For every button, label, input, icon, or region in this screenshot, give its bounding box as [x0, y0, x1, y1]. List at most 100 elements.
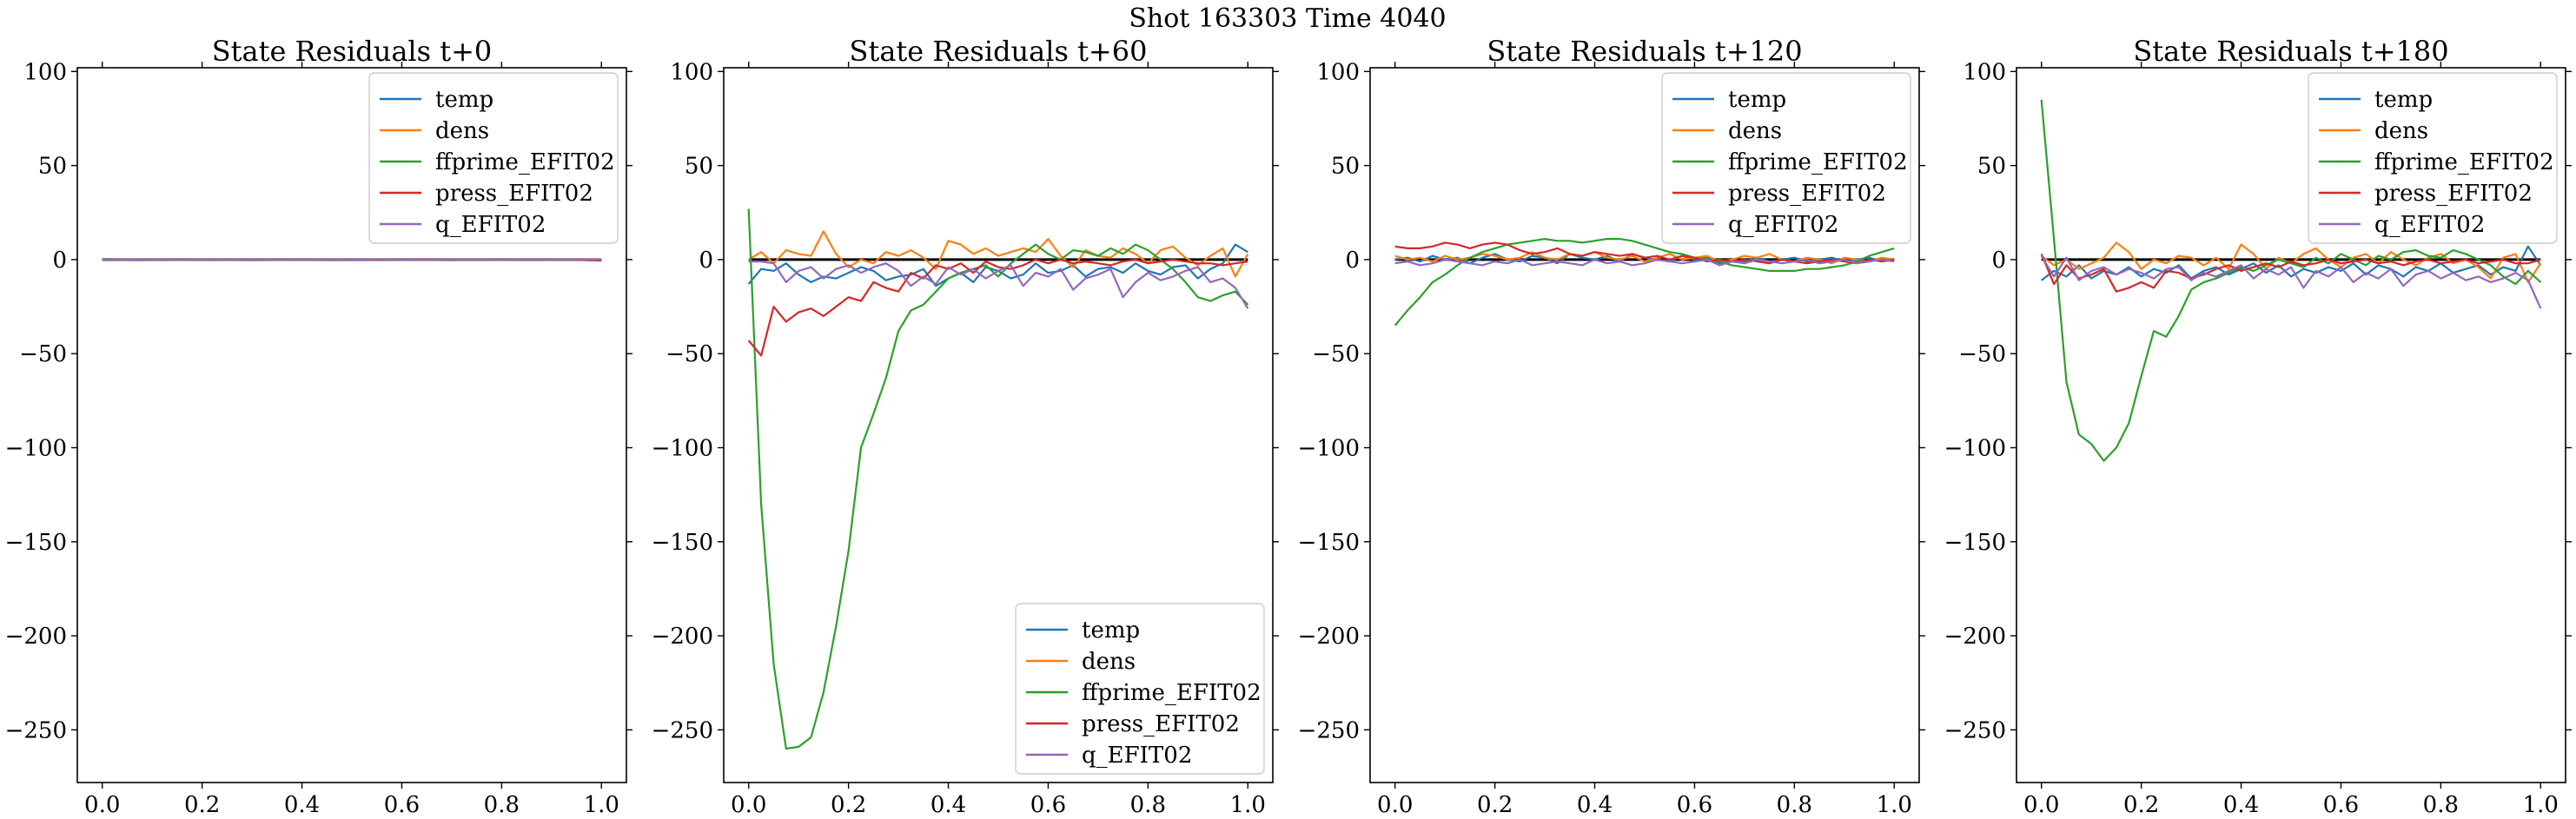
chart-panel-4: State Residuals t+180 0.0 0.2 0.4 0.6 0.8 1.0 −…	[1944, 35, 2572, 818]
legend-box	[2308, 72, 2558, 244]
y-tick-label: −200	[1944, 624, 2006, 650]
y-tick-label: −150	[1944, 530, 2006, 556]
y-tick-label: −250	[1298, 717, 1360, 743]
legend-label: ffprime_EFIT02	[435, 149, 615, 175]
chart-panel-1: State Residuals t+0 0.0 0.2 0.4 0.6 0.8 1.0 −25…	[5, 35, 632, 818]
panel-title: State Residuals t+120	[1487, 35, 1802, 68]
legend-label: temp	[2374, 87, 2433, 113]
x-tick-label: 0.6	[384, 792, 420, 818]
legend-box	[1015, 603, 1265, 775]
x-tick-label: 0.8	[2423, 792, 2459, 818]
y-tick-label: −100	[652, 435, 713, 461]
x-tick-label: 0.4	[930, 792, 966, 818]
y-tick-label: −150	[5, 530, 67, 556]
y-tick-label: −50	[666, 341, 713, 367]
y-tick-label: 100	[23, 59, 67, 85]
legend-label: q_EFIT02	[1728, 212, 1838, 238]
y-tick-label: 0	[1991, 248, 2006, 274]
y-tick-label: −200	[1298, 624, 1360, 650]
x-tick-label: 0.6	[1030, 792, 1066, 818]
legend-label: press_EFIT02	[1082, 711, 1240, 737]
panels: State Residuals t+0 0.0 0.2 0.4 0.6 0.8 1.0 −25…	[5, 35, 2572, 818]
legend-label: ffprime_EFIT02	[1082, 680, 1262, 706]
legend: temp dens ffprime_EFIT02 press_EFIT02 q_EFIT…	[1015, 603, 1265, 775]
x-tick-label: 0.2	[2123, 792, 2159, 818]
legend: temp dens ffprime_EFIT02 press_EFIT02 q_EFIT…	[1661, 72, 1911, 244]
legend-label: temp	[435, 87, 493, 113]
series-line-ffprime-efit02	[2040, 99, 2542, 462]
legend: temp dens ffprime_EFIT02 press_EFIT02 q_EFIT…	[2308, 72, 2558, 244]
y-tick-label: 0	[1345, 248, 1360, 274]
legend-label: temp	[1082, 618, 1140, 644]
legend-label: q_EFIT02	[2374, 212, 2485, 238]
x-tick-label: 0.4	[1577, 792, 1612, 818]
chart-panel-3: State Residuals t+120 0.0 0.2 0.4 0.6 0.8 1.0 −…	[1298, 35, 1925, 818]
y-tick-label: 50	[1331, 154, 1360, 180]
series-line-temp	[2041, 245, 2542, 281]
legend-box	[368, 72, 619, 244]
legend-label: temp	[1728, 87, 1786, 113]
figure-title: Shot 163303 Time 4040	[1129, 3, 1446, 34]
y-tick-label: −100	[1298, 435, 1360, 461]
chart-panel-2: State Residuals t+60 0.0 0.2 0.4 0.6 0.8 1.0 −2…	[652, 35, 1279, 818]
panel-title: State Residuals t+0	[212, 35, 493, 68]
legend-label: dens	[435, 118, 489, 144]
series-line-q-efit02	[2040, 255, 2542, 309]
series-group	[102, 258, 602, 262]
series-line-ffprime-efit02	[747, 208, 1249, 750]
x-tick-label: 0.4	[2223, 792, 2259, 818]
legend-label: dens	[2374, 118, 2428, 144]
y-tick-label: 50	[38, 154, 67, 180]
legend-label: dens	[1082, 649, 1136, 675]
y-tick-label: −50	[1958, 341, 2006, 367]
legend-box	[1661, 72, 1911, 244]
legend-label: ffprime_EFIT02	[2374, 149, 2554, 175]
x-tick-label: 0.2	[831, 792, 866, 818]
x-tick-label: 0.6	[1677, 792, 1712, 818]
x-tick-label: 0.2	[1477, 792, 1513, 818]
x-tick-label: 0.0	[2023, 792, 2059, 818]
axes-frame	[2016, 67, 2566, 783]
x-tick-label: 0.0	[731, 792, 766, 818]
y-tick-label: −150	[1298, 530, 1360, 556]
series-line-ffprime-efit02	[1394, 238, 1895, 327]
y-tick-label: 50	[1977, 154, 2006, 180]
series-line-press-efit02	[747, 258, 1248, 357]
y-tick-label: 100	[1316, 59, 1360, 85]
legend-label: press_EFIT02	[2374, 181, 2533, 207]
series-line-q-efit02	[1394, 258, 1895, 267]
y-tick-label: −250	[1944, 717, 2006, 743]
x-tick-label: 0.0	[84, 792, 120, 818]
x-tick-label: 0.8	[484, 792, 520, 818]
series-group	[2040, 99, 2542, 462]
x-tick-label: 0.4	[284, 792, 320, 818]
y-tick-label: −100	[1944, 435, 2006, 461]
axes-frame	[1369, 67, 1920, 783]
x-tick-label: 0.6	[2323, 792, 2359, 818]
x-tick-label: 0.0	[1377, 792, 1413, 818]
y-tick-label: −250	[5, 717, 67, 743]
series-line-q-efit02	[748, 261, 1249, 309]
x-tick-label: 0.8	[1777, 792, 1812, 818]
y-tick-label: 100	[1963, 59, 2006, 85]
series-line-dens	[748, 230, 1249, 278]
y-tick-label: −50	[1312, 341, 1360, 367]
axes-frame	[723, 67, 1274, 783]
series-line-press-efit02	[2040, 253, 2541, 293]
y-tick-label: −100	[5, 435, 67, 461]
x-tick-label: 0.8	[1130, 792, 1166, 818]
x-tick-label: 1.0	[1877, 792, 1912, 818]
axes-frame	[76, 67, 627, 783]
legend-label: press_EFIT02	[1728, 181, 1886, 207]
series-line-dens	[1394, 251, 1895, 265]
legend: temp dens ffprime_EFIT02 press_EFIT02 q_EFIT…	[368, 72, 619, 244]
legend-label: ffprime_EFIT02	[1728, 149, 1908, 175]
x-tick-label: 1.0	[1230, 792, 1266, 818]
panel-title: State Residuals t+180	[2133, 35, 2448, 68]
y-tick-label: 100	[670, 59, 713, 85]
legend-label: q_EFIT02	[1082, 743, 1192, 769]
x-tick-label: 1.0	[584, 792, 619, 818]
series-group	[1394, 238, 1895, 327]
series-group	[747, 208, 1249, 750]
